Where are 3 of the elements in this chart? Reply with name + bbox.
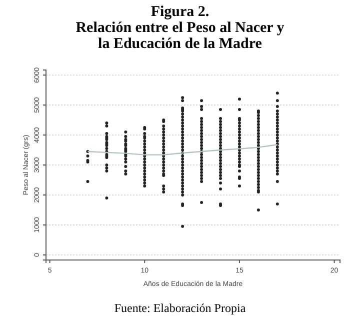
chart-subtitle: Relación entre el Peso al Nacer y la Educación de la Madre xyxy=(76,20,285,52)
source-note: Fuente: Elaboración Propia xyxy=(114,301,246,315)
chart-title: Figura 2. xyxy=(150,4,210,20)
